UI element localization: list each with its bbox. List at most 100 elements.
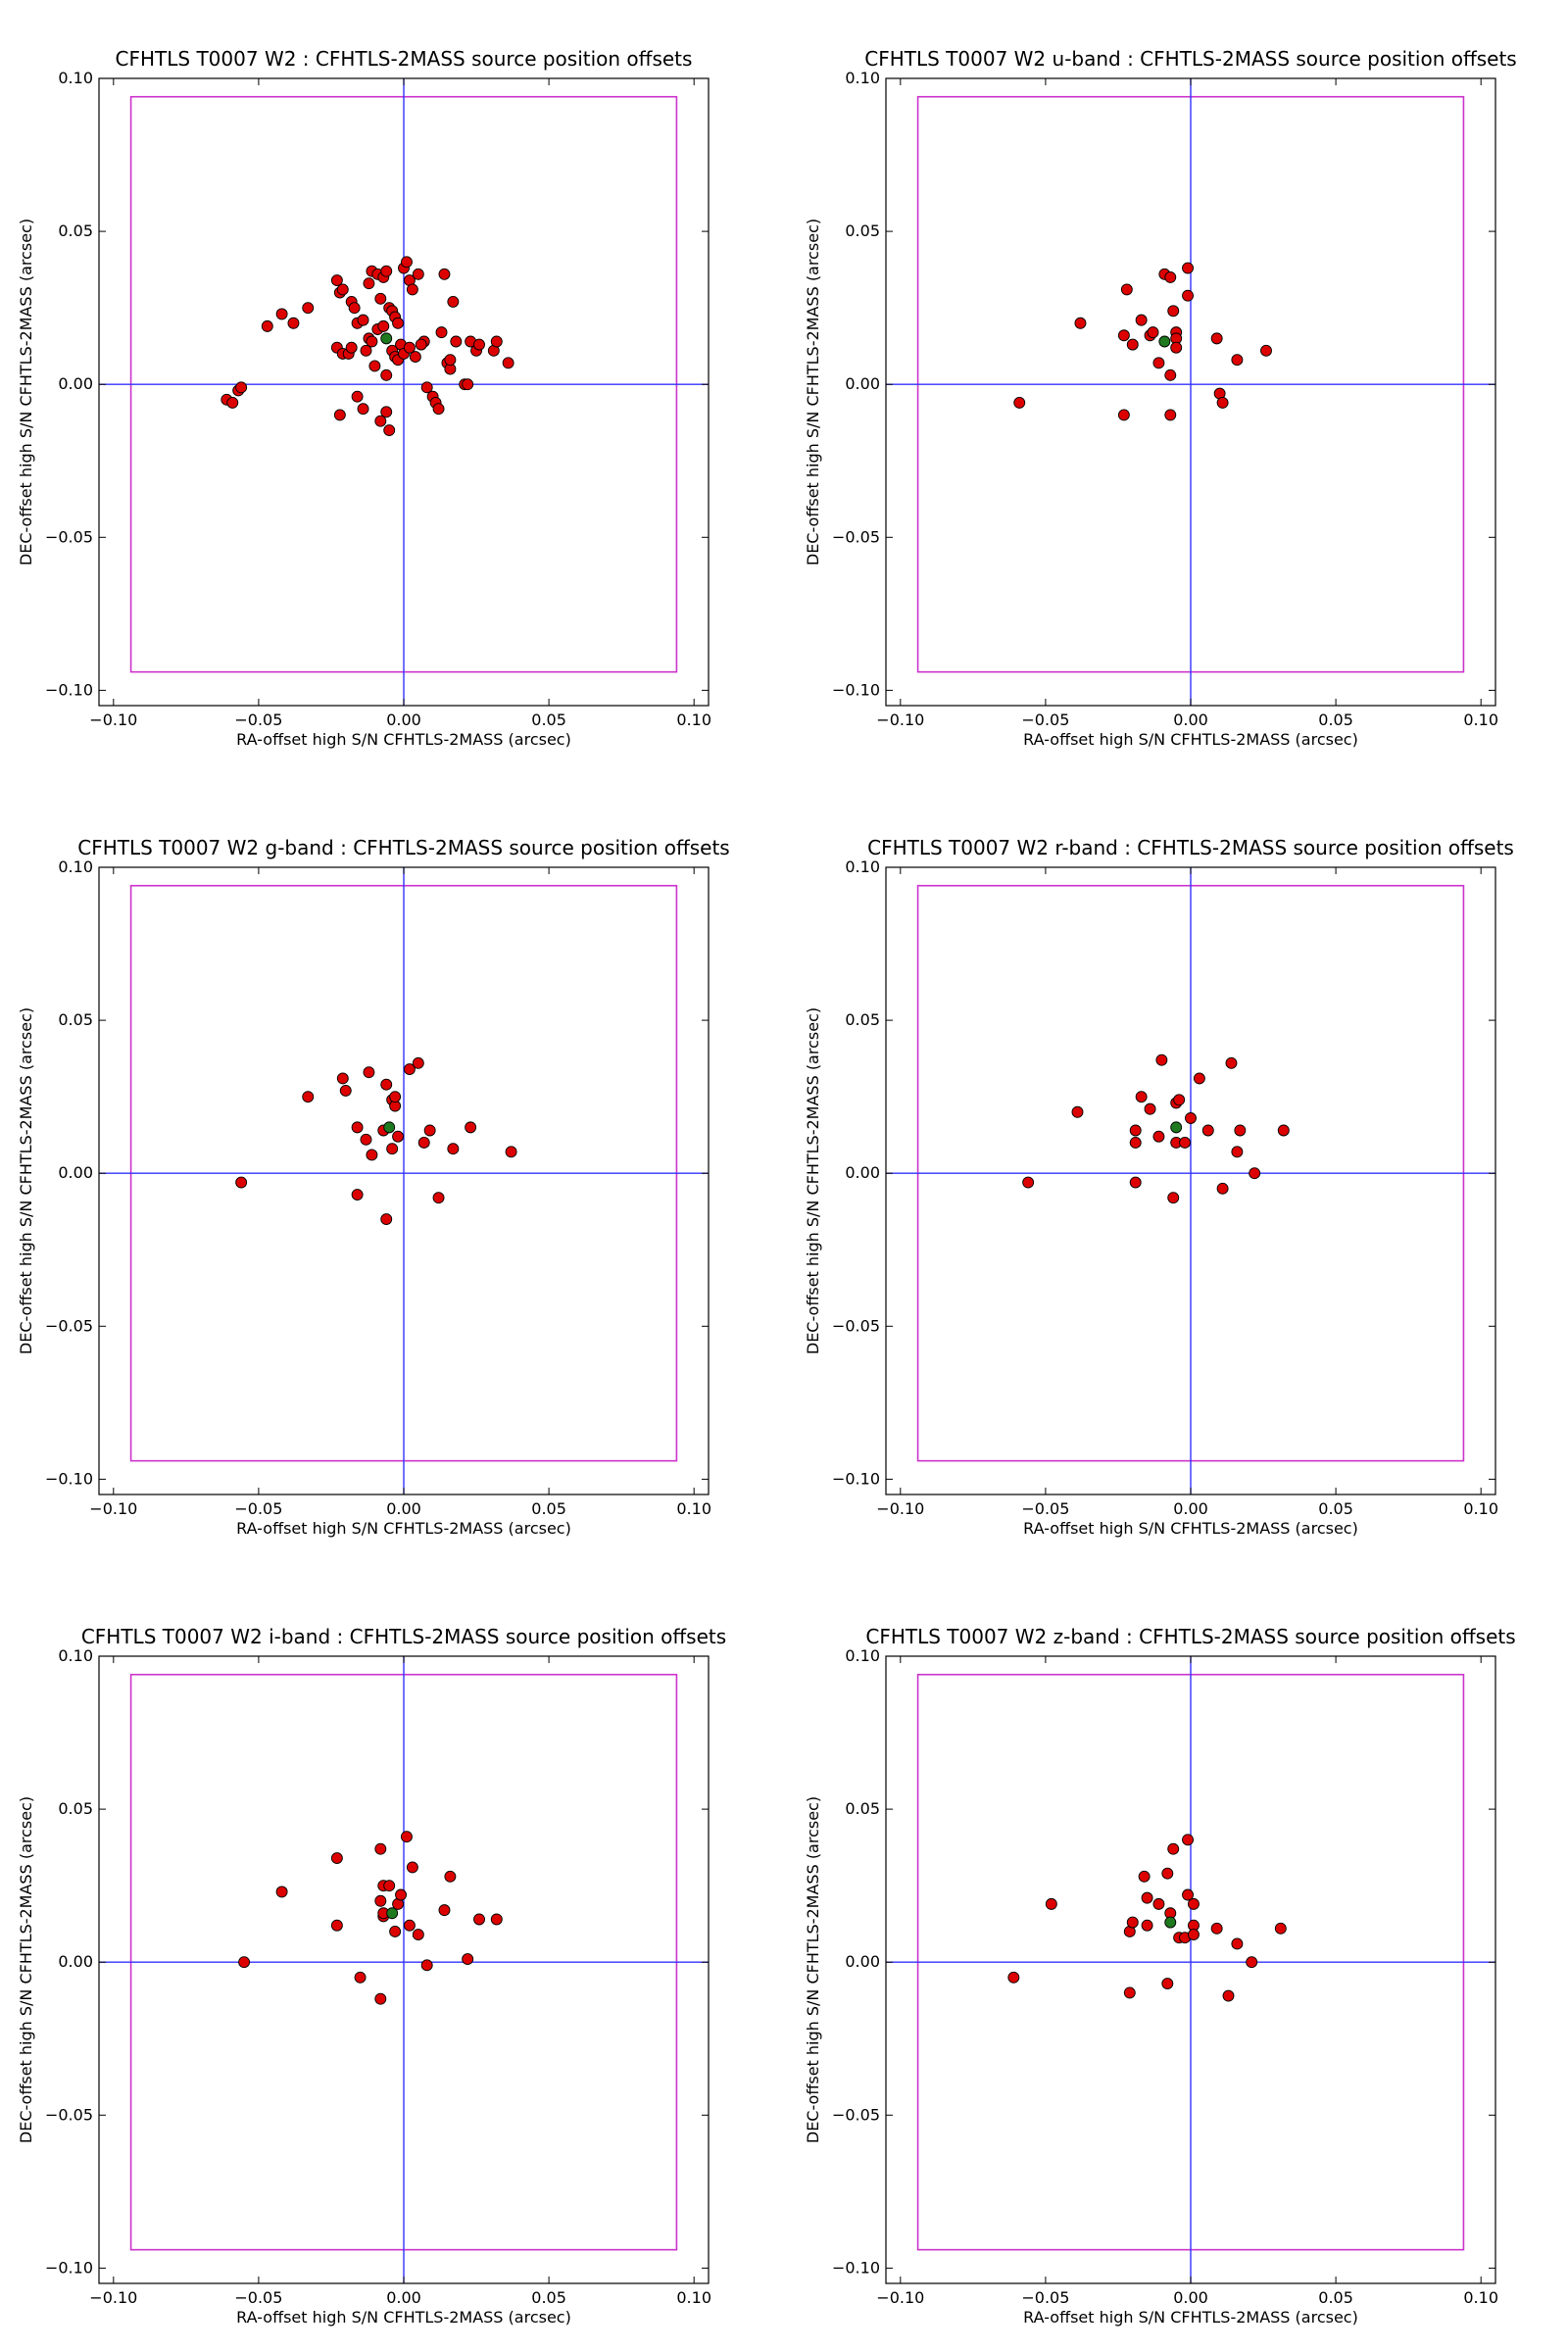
data-point — [1182, 262, 1194, 274]
data-point — [1201, 1124, 1214, 1137]
data-point — [345, 341, 358, 354]
x-tick-label: 0.10 — [676, 710, 711, 729]
mean-point — [1164, 1916, 1177, 1929]
x-tick-label: 0.00 — [1173, 710, 1208, 729]
data-point — [412, 1056, 424, 1069]
data-point — [374, 1842, 387, 1855]
data-point — [363, 277, 375, 290]
x-tick-label: −0.05 — [234, 2288, 282, 2307]
data-point — [417, 1137, 430, 1149]
data-point — [1210, 332, 1223, 345]
data-point — [447, 295, 460, 308]
y-tick-label: 0.00 — [58, 374, 93, 393]
data-point — [380, 368, 393, 381]
data-point — [1117, 409, 1130, 421]
x-tick-label: −0.05 — [234, 710, 282, 729]
y-tick-label: −0.10 — [832, 1469, 880, 1488]
data-point — [238, 1956, 251, 1969]
data-point — [395, 1888, 407, 1901]
data-point — [1277, 1124, 1290, 1137]
data-point — [1117, 329, 1130, 342]
data-point — [1182, 289, 1194, 302]
data-point — [1013, 396, 1026, 409]
data-point — [1022, 1176, 1035, 1189]
x-tick-label: 0.00 — [386, 710, 421, 729]
y-axis-label: DEC-offset high S/N CFHTLS-2MASS (arcsec… — [804, 219, 822, 565]
y-tick-label: −0.05 — [45, 1316, 93, 1335]
data-point — [432, 403, 445, 416]
data-point — [386, 1143, 399, 1155]
data-point — [462, 1953, 474, 1966]
x-tick-label: 0.10 — [676, 1499, 711, 1518]
data-point — [380, 265, 393, 277]
x-tick-label: 0.10 — [1463, 1499, 1498, 1518]
x-tick-label: −0.10 — [89, 1499, 137, 1518]
data-point — [1234, 1124, 1247, 1137]
data-point — [366, 335, 378, 348]
data-point — [1144, 1102, 1156, 1115]
mean-point — [383, 1121, 396, 1134]
data-point — [409, 351, 421, 364]
data-point — [401, 1831, 413, 1843]
data-point — [1164, 409, 1177, 421]
y-tick-label: 0.00 — [58, 1163, 93, 1182]
data-point — [351, 390, 364, 403]
data-point — [1231, 1146, 1244, 1158]
y-tick-label: 0.10 — [58, 69, 93, 87]
data-point — [420, 381, 433, 394]
data-point — [360, 344, 372, 357]
panel-title: CFHTLS T0007 W2 i-band : CFHTLS-2MASS so… — [81, 1625, 726, 1648]
y-tick-label: −0.10 — [832, 680, 880, 699]
data-point — [1152, 357, 1165, 369]
y-tick-label: 0.10 — [845, 858, 880, 876]
data-point — [438, 268, 451, 280]
y-tick-label: 0.00 — [845, 1952, 880, 1971]
x-tick-label: 0.10 — [1463, 710, 1498, 729]
y-tick-label: 0.05 — [58, 1010, 93, 1029]
data-point — [380, 406, 393, 418]
scatter-panel-2: CFHTLS T0007 W2 u-band : CFHTLS-2MASS so… — [804, 47, 1517, 749]
x-tick-label: 0.05 — [531, 2288, 566, 2307]
y-tick-label: 0.05 — [58, 221, 93, 240]
data-point — [1170, 341, 1183, 354]
data-point — [401, 256, 413, 269]
data-point — [406, 283, 418, 296]
data-point — [450, 335, 463, 348]
data-point — [438, 1904, 451, 1917]
y-tick-label: 0.05 — [58, 1799, 93, 1818]
data-point — [1182, 1888, 1194, 1901]
data-point — [302, 302, 315, 315]
data-point — [1129, 1137, 1142, 1149]
y-axis-label: DEC-offset high S/N CFHTLS-2MASS (arcsec… — [17, 1007, 35, 1354]
data-point — [1188, 1897, 1200, 1910]
data-point — [1152, 1130, 1165, 1143]
data-point — [389, 1091, 402, 1103]
data-point — [339, 1084, 352, 1097]
y-tick-label: 0.00 — [58, 1952, 93, 1971]
x-tick-label: 0.00 — [386, 1499, 421, 1518]
data-point — [1249, 1167, 1261, 1180]
y-axis-label: DEC-offset high S/N CFHTLS-2MASS (arcsec… — [804, 1796, 822, 2143]
y-tick-label: 0.05 — [845, 221, 880, 240]
y-tick-label: 0.10 — [845, 69, 880, 87]
data-point — [1071, 1105, 1084, 1118]
y-tick-label: 0.10 — [845, 1646, 880, 1665]
data-point — [415, 338, 427, 351]
x-tick-label: 0.05 — [531, 710, 566, 729]
data-point — [412, 1929, 424, 1941]
data-point — [1182, 1834, 1194, 1846]
data-point — [1164, 368, 1177, 381]
y-tick-label: −0.10 — [45, 2258, 93, 2277]
x-axis-label: RA-offset high S/N CFHTLS-2MASS (arcsec) — [1023, 2308, 1358, 2327]
x-tick-label: 0.05 — [1318, 2288, 1353, 2307]
data-point — [374, 415, 387, 427]
scatter-panel-1: CFHTLS T0007 W2 : CFHTLS-2MASS source po… — [17, 47, 711, 749]
y-tick-label: −0.05 — [45, 527, 93, 546]
x-axis-label: RA-offset high S/N CFHTLS-2MASS (arcsec) — [236, 2308, 571, 2327]
y-tick-label: −0.05 — [832, 1316, 880, 1335]
data-point — [1135, 314, 1148, 326]
mean-point — [386, 1907, 399, 1920]
y-tick-label: −0.05 — [832, 527, 880, 546]
y-tick-label: −0.05 — [45, 2105, 93, 2124]
